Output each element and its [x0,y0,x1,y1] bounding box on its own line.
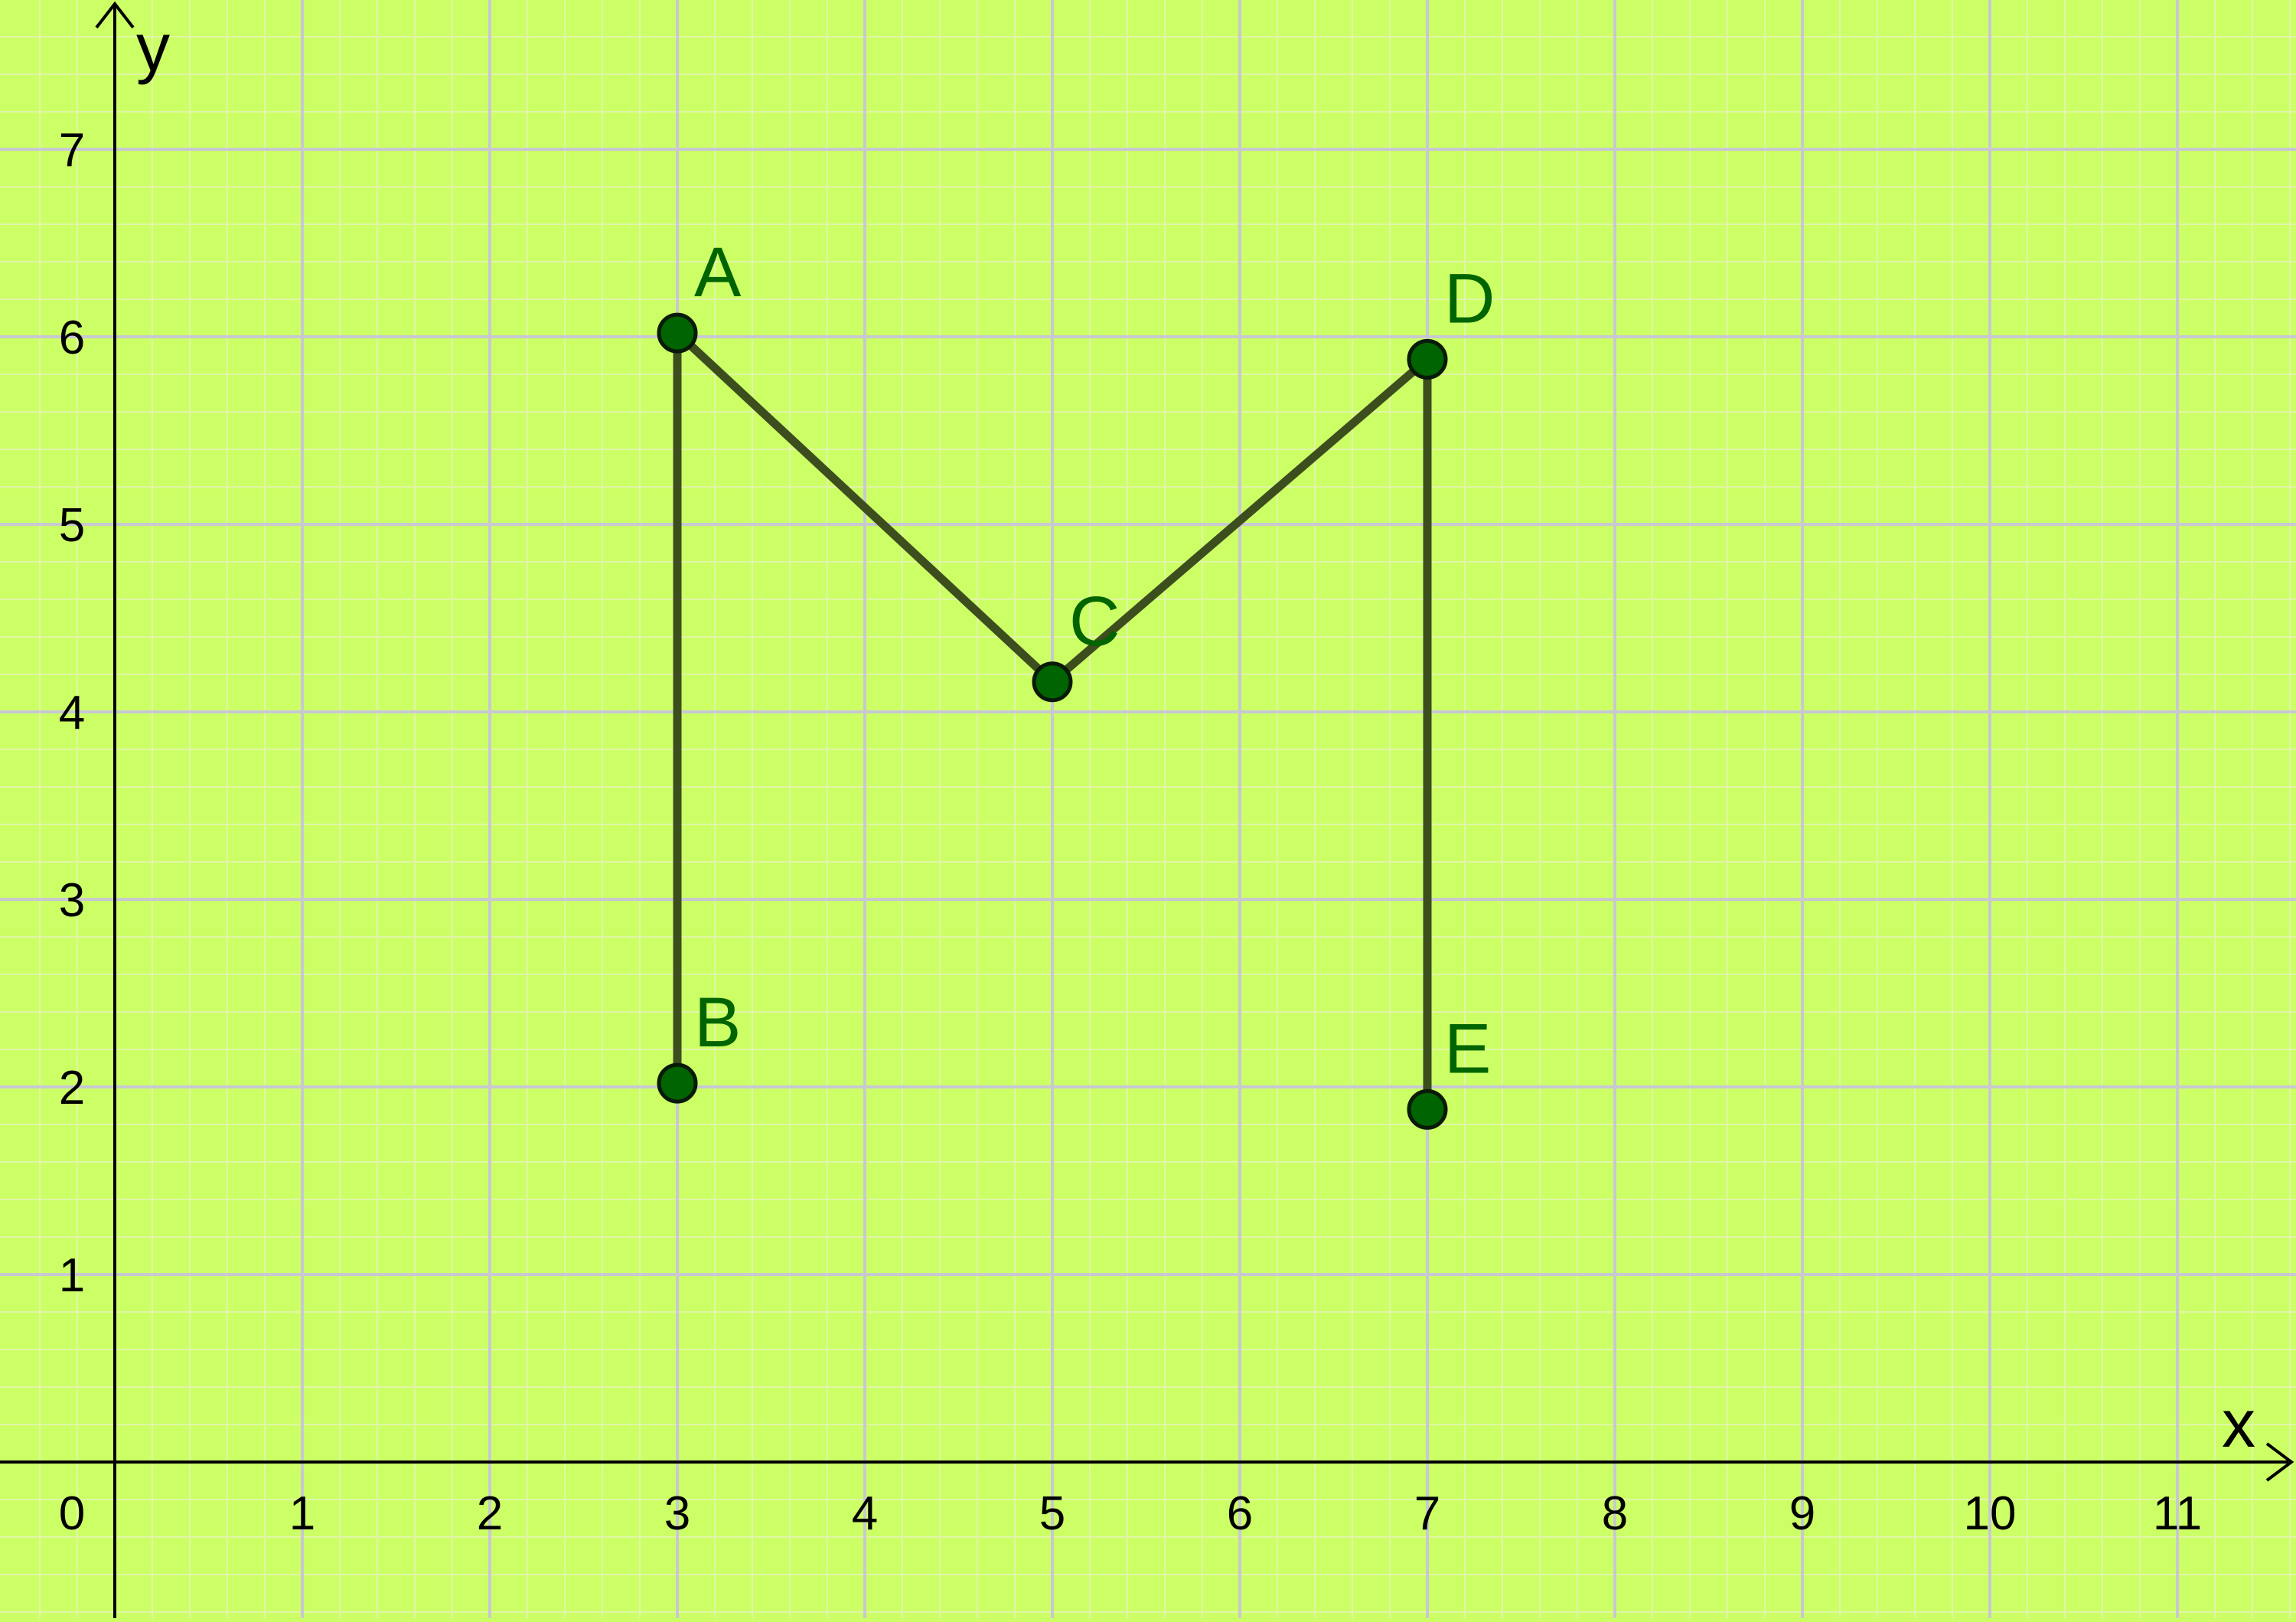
x-tick-label: 8 [1602,1487,1628,1540]
y-tick-label: 6 [59,312,85,364]
x-tick-label: 10 [1964,1487,2017,1540]
x-tick-label: 2 [477,1487,503,1540]
segments [673,328,1432,1114]
x-tick-label: 4 [852,1487,878,1540]
point-label-e: E [1444,1010,1491,1088]
y-tick-label: 2 [59,1062,85,1115]
point-label-c: C [1069,583,1120,661]
x-tick-label: 6 [1227,1487,1253,1540]
y-tick-label: 3 [59,874,85,927]
point-b [657,1062,698,1104]
x-tick-label: 7 [1414,1487,1440,1540]
x-tick-label: 0 [59,1487,85,1540]
point-label-b: B [694,984,741,1062]
y-tick-label: 4 [59,687,85,739]
point-labels: A B C D E [694,233,1495,1088]
point-c [1032,661,1073,703]
points [657,312,1448,1130]
point-a [657,312,698,354]
segment-ac [673,328,1057,687]
point-label-a: A [694,233,742,312]
x-tick-label: 3 [664,1487,690,1540]
y-tick-label: 1 [59,1249,85,1302]
segment-cd [1048,354,1432,687]
x-tick-label: 11 [2153,1487,2202,1540]
y-tick-label: 5 [59,499,85,552]
y-axis-label: y [136,9,170,85]
point-e [1407,1088,1448,1130]
x-tick-label: 5 [1039,1487,1065,1540]
x-axis-label: x [2222,1385,2255,1461]
y-tick-label: 7 [59,124,85,177]
point-label-d: D [1444,259,1495,338]
x-tick-label: 1 [289,1487,315,1540]
point-d [1407,338,1448,380]
x-tick-label: 9 [1789,1487,1815,1540]
y-axis-arrow [95,1,135,29]
x-axis-arrow [2265,1442,2294,1482]
